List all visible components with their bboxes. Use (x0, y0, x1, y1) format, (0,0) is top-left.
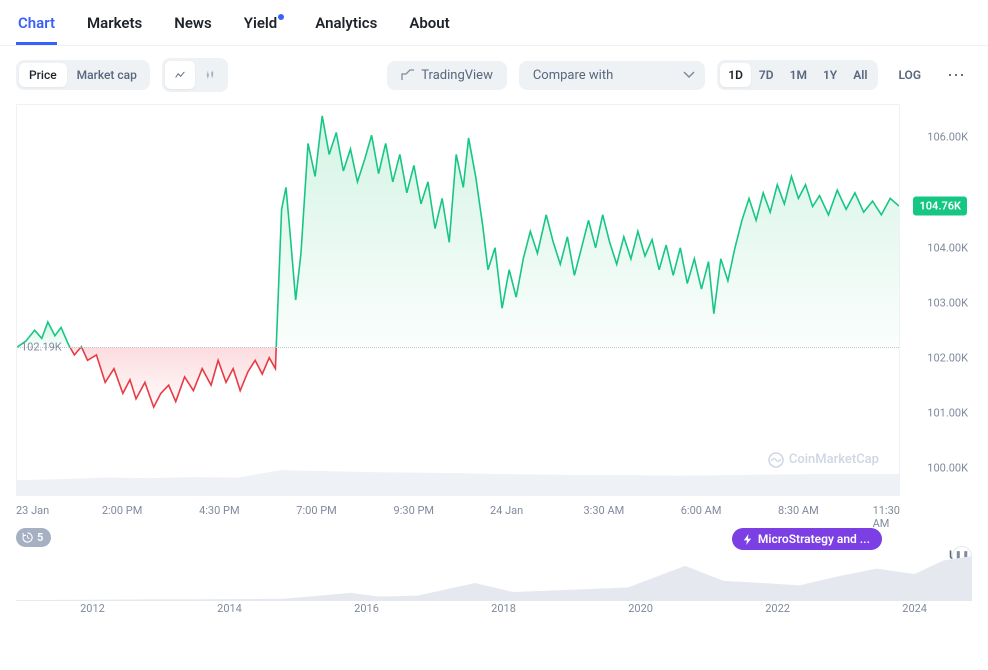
overview-year-label: 2012 (80, 602, 105, 615)
chart-annotations-row: 5 MicroStrategy and ... ❚❚ (16, 528, 972, 556)
history-count: 5 (37, 531, 43, 544)
tab-chart[interactable]: Chart (16, 8, 57, 45)
chart-plot-area[interactable]: 102.19K 104.76K CoinMarketCap (16, 104, 900, 496)
y-tick-label: 102.00K (927, 351, 968, 364)
chevron-down-icon (683, 71, 695, 79)
x-axis: 23 Jan 2:00 PM 4:30 PM 7:00 PM 9:30 PM 24 Jan… (16, 500, 900, 524)
watermark: CoinMarketCap (768, 452, 879, 468)
range-1y[interactable]: 1Y (815, 63, 845, 87)
notification-dot-icon (278, 14, 284, 20)
range-all[interactable]: All (845, 63, 875, 87)
chart-toolbar: Price Market cap TradingView Compare wit… (0, 46, 988, 104)
open-price-baseline (17, 347, 899, 348)
chart-style-toggle (162, 58, 228, 92)
x-tick-label: 9:30 PM (394, 504, 434, 517)
x-tick-label: 7:00 PM (296, 504, 336, 517)
overview-chart[interactable]: 2012 2014 2016 2018 2020 2022 2024 (16, 556, 972, 618)
overview-year-label: 2022 (765, 602, 790, 615)
more-menu-button[interactable]: ⋯ (941, 63, 972, 88)
y-tick-label: 103.00K (927, 296, 968, 309)
x-tick-label: 3:30 AM (584, 504, 625, 517)
overview-year-label: 2018 (491, 602, 516, 615)
x-tick-label: 4:30 PM (199, 504, 239, 517)
log-scale-button[interactable]: LOG (890, 63, 929, 87)
y-tick-label: 100.00K (927, 462, 968, 475)
line-chart-icon[interactable] (165, 61, 195, 89)
compare-label: Compare with (533, 68, 613, 83)
tab-yield[interactable]: Yield (242, 8, 286, 45)
overview-year-label: 2020 (628, 602, 653, 615)
overview-year-label: 2016 (354, 602, 379, 615)
tab-news[interactable]: News (172, 8, 213, 45)
x-tick-label: 24 Jan (490, 504, 523, 517)
open-price-label: 102.19K (21, 341, 62, 354)
overview-year-label: 2014 (217, 602, 242, 615)
coinmarketcap-icon (768, 452, 784, 468)
range-7d[interactable]: 7D (751, 63, 782, 87)
compare-dropdown[interactable]: Compare with (519, 61, 705, 90)
history-events-badge[interactable]: 5 (16, 528, 51, 547)
overview-year-label: 2024 (902, 602, 927, 615)
tab-analytics[interactable]: Analytics (313, 8, 379, 45)
x-tick-label: 2:00 PM (102, 504, 142, 517)
price-chart: 102.19K 104.76K CoinMarketCap 106.00K 104… (16, 104, 972, 524)
x-tick-label: 8:30 AM (778, 504, 819, 517)
x-tick-label: 11:30 AM (873, 504, 900, 530)
news-event-pill[interactable]: MicroStrategy and ... (732, 528, 882, 550)
tradingview-button[interactable]: TradingView (387, 61, 507, 90)
tradingview-label: TradingView (421, 68, 493, 83)
view-toggle: Price Market cap (16, 60, 150, 90)
tab-about[interactable]: About (407, 8, 451, 45)
overview-years: 2012 2014 2016 2018 2020 2022 2024 (16, 602, 972, 618)
lightning-icon (742, 534, 753, 545)
tradingview-icon (401, 69, 415, 81)
range-1d[interactable]: 1D (720, 63, 751, 87)
main-tabs: Chart Markets News Yield Analytics About (0, 0, 988, 46)
x-tick-label: 6:00 AM (681, 504, 722, 517)
candlestick-icon[interactable] (195, 61, 225, 89)
y-tick-label: 104.00K (927, 241, 968, 254)
marketcap-toggle[interactable]: Market cap (67, 63, 147, 87)
history-icon (22, 532, 33, 543)
time-range-toggle: 1D 7D 1M 1Y All (717, 60, 878, 90)
range-1m[interactable]: 1M (782, 63, 815, 87)
news-pill-label: MicroStrategy and ... (758, 532, 870, 546)
y-tick-label: 106.00K (927, 131, 968, 144)
y-axis: 106.00K 104.00K 103.00K 102.00K 101.00K 100.0… (904, 104, 972, 496)
price-toggle[interactable]: Price (19, 63, 67, 87)
x-tick-label: 23 Jan (16, 504, 49, 517)
tab-markets[interactable]: Markets (85, 8, 144, 45)
y-tick-label: 101.00K (927, 407, 968, 420)
